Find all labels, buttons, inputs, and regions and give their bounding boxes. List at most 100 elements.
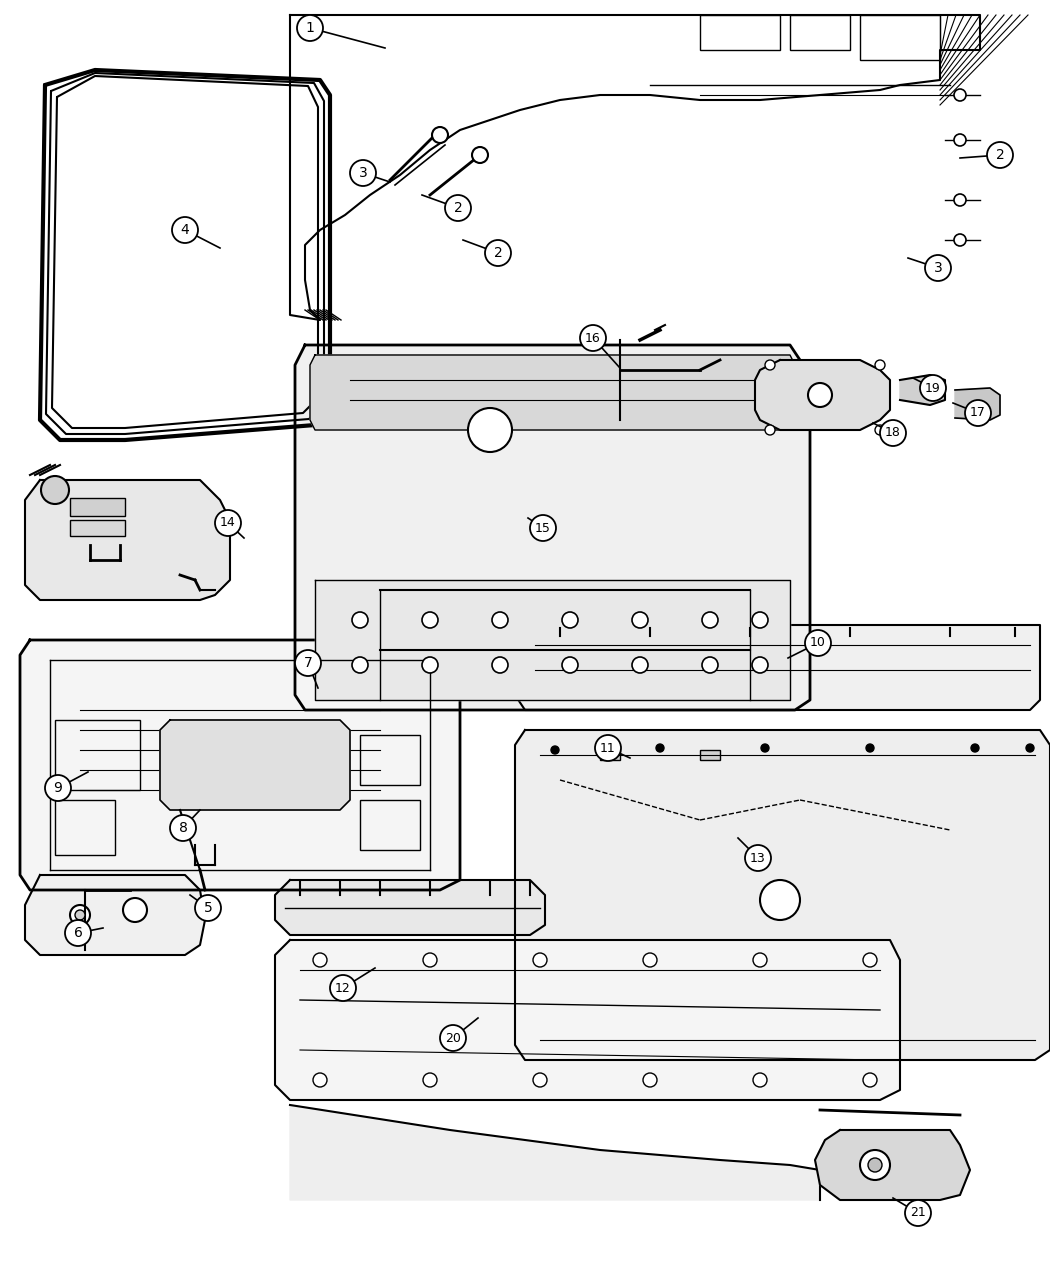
Circle shape [971, 745, 979, 752]
Circle shape [65, 921, 91, 946]
Circle shape [1026, 745, 1034, 752]
Text: 3: 3 [933, 261, 943, 275]
Circle shape [761, 745, 769, 752]
Text: 5: 5 [204, 901, 212, 915]
Text: 12: 12 [335, 982, 351, 994]
Circle shape [632, 612, 648, 629]
Circle shape [492, 657, 508, 673]
Bar [70, 499, 125, 516]
Polygon shape [755, 360, 890, 430]
Polygon shape [20, 640, 460, 890]
Text: 11: 11 [601, 742, 616, 755]
Text: 7: 7 [303, 657, 313, 669]
Circle shape [423, 952, 437, 966]
Polygon shape [275, 940, 900, 1100]
Circle shape [352, 612, 367, 629]
Bar [360, 799, 420, 850]
Circle shape [920, 375, 946, 402]
Bar [360, 734, 420, 785]
Circle shape [313, 952, 327, 966]
Polygon shape [310, 354, 795, 430]
Text: 13: 13 [750, 852, 765, 864]
Circle shape [746, 845, 771, 871]
Polygon shape [275, 880, 545, 935]
Circle shape [860, 1150, 890, 1179]
Circle shape [70, 905, 90, 924]
Circle shape [562, 612, 578, 629]
Circle shape [580, 325, 606, 351]
Circle shape [551, 746, 559, 754]
Circle shape [530, 515, 556, 541]
Circle shape [656, 745, 664, 752]
Circle shape [295, 650, 321, 676]
Circle shape [172, 217, 198, 244]
Polygon shape [290, 15, 980, 320]
Text: 20: 20 [445, 1031, 461, 1044]
Bar [860, 15, 940, 60]
Bar [790, 15, 851, 50]
Bar [70, 520, 125, 536]
Text: 4: 4 [181, 223, 189, 237]
Text: 14: 14 [220, 516, 236, 529]
Circle shape [313, 1074, 327, 1088]
Circle shape [808, 382, 832, 407]
Circle shape [45, 775, 71, 801]
Circle shape [875, 360, 885, 370]
Circle shape [954, 194, 966, 207]
Polygon shape [514, 625, 1040, 710]
Circle shape [752, 657, 768, 673]
Circle shape [432, 128, 448, 143]
Circle shape [805, 630, 831, 657]
Text: 10: 10 [810, 636, 826, 649]
Circle shape [75, 910, 85, 921]
Polygon shape [25, 875, 205, 955]
Text: 2: 2 [995, 148, 1005, 162]
Circle shape [765, 425, 775, 435]
Circle shape [170, 815, 196, 842]
Polygon shape [956, 388, 1000, 419]
Circle shape [533, 1074, 547, 1088]
Circle shape [954, 134, 966, 147]
Circle shape [863, 952, 877, 966]
Text: 16: 16 [585, 332, 601, 344]
Circle shape [753, 952, 766, 966]
Polygon shape [295, 346, 810, 710]
Polygon shape [315, 580, 790, 700]
Circle shape [866, 745, 874, 752]
Circle shape [954, 89, 966, 101]
Circle shape [632, 657, 648, 673]
Text: 19: 19 [925, 381, 941, 394]
Circle shape [595, 734, 621, 761]
Circle shape [987, 142, 1013, 168]
Circle shape [702, 657, 718, 673]
Circle shape [472, 147, 488, 163]
Circle shape [422, 612, 438, 629]
Text: 18: 18 [885, 427, 901, 440]
Circle shape [753, 1074, 766, 1088]
Polygon shape [514, 731, 1050, 1060]
Circle shape [760, 880, 800, 921]
Circle shape [492, 612, 508, 629]
Circle shape [468, 408, 512, 453]
Circle shape [863, 1074, 877, 1088]
Circle shape [440, 1025, 466, 1051]
Text: 2: 2 [494, 246, 502, 260]
Circle shape [533, 952, 547, 966]
Text: 1: 1 [306, 20, 314, 34]
Circle shape [905, 1200, 931, 1227]
Polygon shape [290, 1105, 820, 1200]
Circle shape [422, 657, 438, 673]
Bar [700, 15, 780, 50]
Circle shape [643, 1074, 657, 1088]
Polygon shape [25, 479, 230, 601]
Circle shape [445, 195, 471, 221]
Polygon shape [160, 720, 350, 810]
Circle shape [875, 425, 885, 435]
Circle shape [485, 240, 511, 266]
Circle shape [925, 255, 951, 280]
Circle shape [643, 952, 657, 966]
Bar [55, 799, 116, 856]
Text: 15: 15 [536, 521, 551, 534]
Circle shape [954, 235, 966, 246]
Circle shape [350, 159, 376, 186]
